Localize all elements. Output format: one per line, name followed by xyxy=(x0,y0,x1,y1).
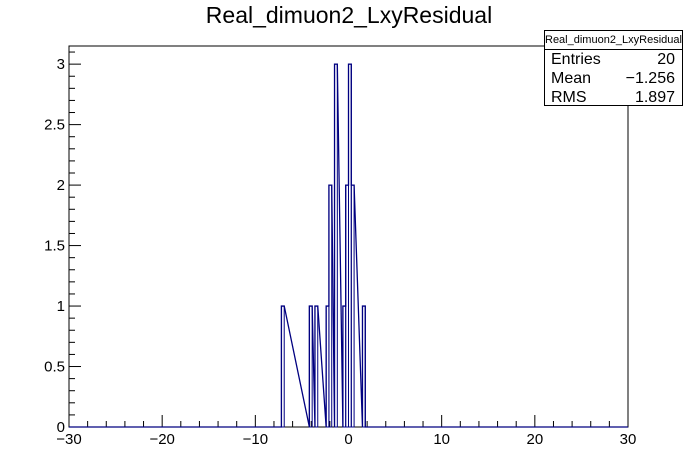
y-tick-label: 1 xyxy=(57,298,65,315)
y-tick-label: 2.5 xyxy=(44,117,65,134)
stats-box: Real_dimuon2_LxyResidual Entries 20 Mean… xyxy=(544,30,683,106)
stats-entries-value: 20 xyxy=(657,51,675,68)
x-tick-label: −30 xyxy=(56,431,81,448)
x-tick-label: −20 xyxy=(149,431,174,448)
x-tick-label: 10 xyxy=(433,431,450,448)
y-tick-label: 0.5 xyxy=(44,359,65,376)
stats-box-title: Real_dimuon2_LxyResidual xyxy=(545,31,682,50)
stats-row-rms: RMS 1.897 xyxy=(545,88,682,107)
x-tick-label: 0 xyxy=(344,431,352,448)
chart-title: Real_dimuon2_LxyResidual xyxy=(205,2,493,28)
stats-rms-value: 1.897 xyxy=(634,89,675,106)
stats-mean-value: −1.256 xyxy=(625,70,675,87)
stats-rms-label: RMS xyxy=(551,89,587,106)
stats-row-entries: Entries 20 xyxy=(545,50,682,69)
x-tick-label: 30 xyxy=(620,431,637,448)
histogram-bin xyxy=(350,184,355,428)
histogram-bin xyxy=(280,305,285,428)
histogram-bin xyxy=(334,63,338,428)
x-tick-label: 20 xyxy=(526,431,543,448)
histogram-bin xyxy=(314,305,319,428)
stats-mean-label: Mean xyxy=(551,70,592,87)
y-tick-label: 0 xyxy=(57,419,65,436)
stats-row-mean: Mean −1.256 xyxy=(545,69,682,88)
y-tick-label: 2 xyxy=(57,177,65,194)
histogram-bin xyxy=(361,305,366,428)
x-tick-label: −10 xyxy=(243,431,268,448)
stats-entries-label: Entries xyxy=(551,51,601,68)
histogram-bin xyxy=(328,184,333,428)
y-tick-label: 3 xyxy=(57,56,65,73)
histogram-bin xyxy=(308,305,313,428)
y-tick-label: 1.5 xyxy=(44,238,65,255)
